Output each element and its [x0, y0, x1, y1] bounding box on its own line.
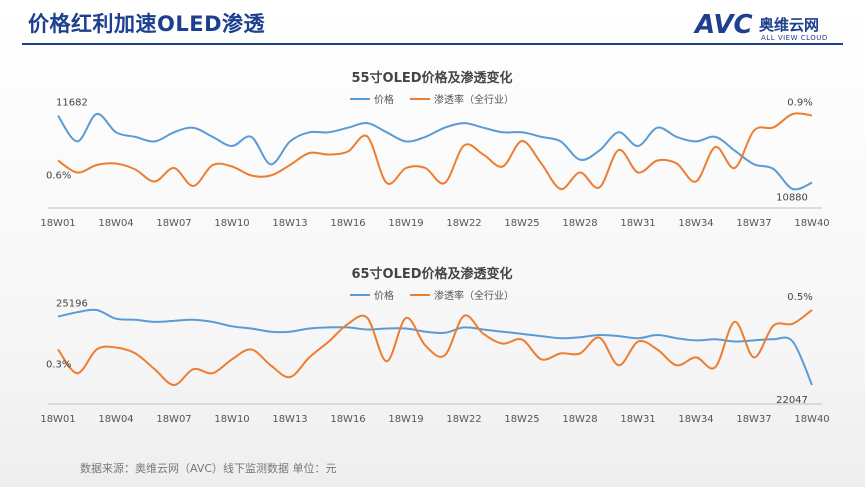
x-tick-label: 18W31 [620, 218, 655, 229]
header-divider [22, 43, 843, 45]
last-price-label: 22047 [776, 395, 808, 406]
x-tick-label: 18W34 [678, 414, 713, 425]
penetration-series-line [57, 112, 813, 190]
x-tick-label: 18W37 [736, 218, 771, 229]
x-tick-label: 18W01 [40, 218, 75, 229]
x-tick-label: 18W01 [40, 414, 75, 425]
x-tick-label: 18W22 [446, 218, 481, 229]
x-tick-label: 18W10 [214, 414, 249, 425]
x-tick-label: 18W25 [504, 218, 539, 229]
x-tick-label: 18W22 [446, 414, 481, 425]
x-tick-label: 18W04 [98, 414, 133, 425]
legend-label: 渗透率（全行业） [434, 93, 514, 106]
x-tick-label: 18W31 [620, 414, 655, 425]
first-penetration-label: 0.6% [46, 171, 71, 182]
page-title: 价格红利加速OLED渗透 [28, 12, 266, 36]
logo-cn-name: 奥维云网 [759, 16, 820, 34]
x-tick-label: 18W40 [794, 218, 829, 229]
legend-label: 渗透率（全行业） [434, 289, 514, 302]
x-tick-label: 18W34 [678, 218, 713, 229]
logo-en-name: ALL VIEW CLOUD [761, 34, 828, 42]
first-penetration-label: 0.3% [46, 359, 71, 370]
avc-logo: AVC 奥维云网 ALL VIEW CLOUD [695, 10, 835, 44]
x-tick-label: 18W37 [736, 414, 771, 425]
x-tick-label: 18W19 [388, 414, 423, 425]
first-price-label: 11682 [56, 98, 88, 109]
logo-brand: AVC [695, 10, 753, 40]
legend-label: 价格 [374, 93, 394, 106]
x-tick-label: 18W10 [214, 218, 249, 229]
x-tick-label: 18W07 [156, 218, 191, 229]
last-penetration-label: 0.9% [787, 98, 812, 109]
x-tick-label: 18W16 [330, 414, 365, 425]
price-series-line [57, 308, 813, 386]
x-tick-label: 18W28 [562, 414, 597, 425]
x-tick-label: 18W04 [98, 218, 133, 229]
x-tick-label: 18W19 [388, 218, 423, 229]
x-tick-label: 18W40 [794, 414, 829, 425]
last-price-label: 10880 [776, 193, 808, 204]
x-tick-label: 18W28 [562, 218, 597, 229]
x-tick-label: 18W13 [272, 414, 307, 425]
last-penetration-label: 0.5% [787, 292, 812, 303]
first-price-label: 25196 [56, 299, 88, 310]
price-series-line [57, 112, 813, 191]
x-tick-label: 18W07 [156, 414, 191, 425]
chart-title: 65寸OLED价格及渗透变化 [351, 266, 512, 282]
x-tick-label: 18W13 [272, 218, 307, 229]
chart-title: 55寸OLED价格及渗透变化 [351, 70, 512, 86]
penetration-series-line [57, 309, 813, 387]
x-tick-label: 18W16 [330, 218, 365, 229]
x-tick-label: 18W25 [504, 414, 539, 425]
legend-label: 价格 [374, 289, 394, 302]
source-note: 数据来源：奥维云网（AVC）线下监测数据 单位：元 [80, 462, 337, 475]
